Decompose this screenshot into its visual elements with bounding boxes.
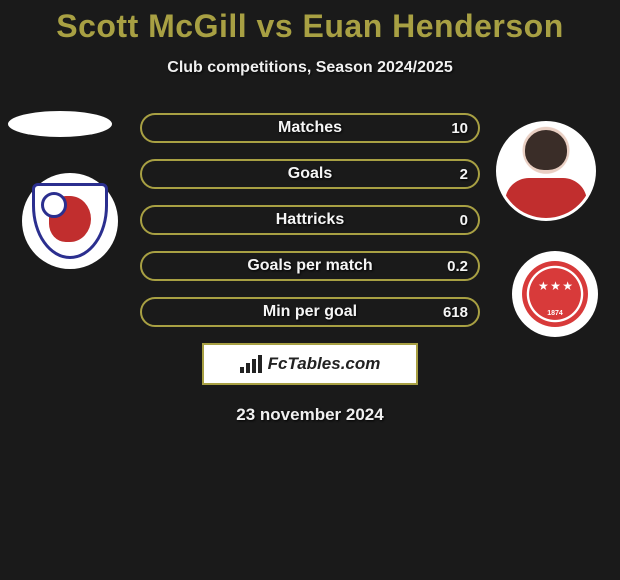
- player1-avatar-placeholder: [8, 111, 112, 137]
- stat-row-min-per-goal: Min per goal 618: [140, 297, 480, 327]
- stat-label: Min per goal: [142, 303, 478, 321]
- stat-row-hattricks: Hattricks 0: [140, 205, 480, 235]
- main-panel: Matches 10 Goals 2 Hattricks 0 Goals per…: [0, 113, 620, 425]
- stat-label: Goals per match: [142, 257, 478, 275]
- player2-club-crest: [512, 251, 598, 337]
- brand-box: FcTables.com: [202, 343, 418, 385]
- stat-label: Hattricks: [142, 211, 478, 229]
- stats-list: Matches 10 Goals 2 Hattricks 0 Goals per…: [140, 113, 480, 327]
- stat-row-goals-per-match: Goals per match 0.2: [140, 251, 480, 281]
- stat-row-matches: Matches 10: [140, 113, 480, 143]
- crest-circle-icon: [522, 261, 588, 327]
- crest-shield-icon: [32, 183, 108, 259]
- stat-value-right: 618: [443, 304, 468, 321]
- brand-text: FcTables.com: [268, 354, 381, 374]
- subtitle: Club competitions, Season 2024/2025: [0, 59, 620, 77]
- comparison-card: Scott McGill vs Euan Henderson Club comp…: [0, 0, 620, 425]
- stat-value-right: 10: [451, 120, 468, 137]
- date-text: 23 november 2024: [0, 405, 620, 425]
- stat-value-right: 0: [460, 212, 468, 229]
- player2-avatar: [496, 121, 596, 221]
- bars-icon: [240, 355, 262, 373]
- player1-club-crest: [22, 173, 118, 269]
- stat-row-goals: Goals 2: [140, 159, 480, 189]
- stat-label: Matches: [142, 119, 478, 137]
- stat-value-right: 0.2: [447, 258, 468, 275]
- stat-label: Goals: [142, 165, 478, 183]
- stat-value-right: 2: [460, 166, 468, 183]
- page-title: Scott McGill vs Euan Henderson: [0, 8, 620, 45]
